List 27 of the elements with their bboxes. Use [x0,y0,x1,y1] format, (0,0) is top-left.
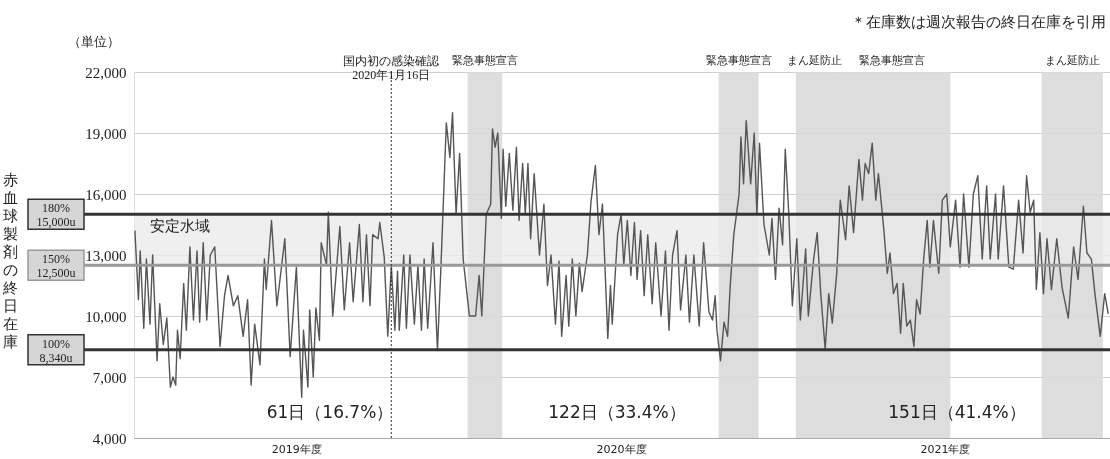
band-label: まん延防止 [1044,54,1100,66]
band-label: 緊急事態宣言 [705,54,772,66]
y-tick-label: 4,000 [92,430,127,447]
ref-line-label: 180% 15,000u [36,201,76,230]
text: 赤血球製剤の終日在庫 [3,171,18,350]
y-tick-label: 22,000 [85,64,127,81]
y-tick-label: 16,000 [85,186,127,203]
y-tick-label: 10,000 [85,308,127,325]
x-tick-label: 2021年度 [920,442,971,456]
ref-line-label: 国内初の感染確認 2020年1月16日 [343,54,440,82]
x-tick-label: 2020年度 [596,442,647,456]
annotation: 61日（16.7%） [266,402,394,422]
y-tick-label: 13,000 [85,247,127,264]
ref-line-label: 100% 8,340u [39,336,73,365]
annotation: 151日（41.4%） [888,402,1026,422]
x-tick-label: 2019年度 [271,442,322,456]
band-label: 緊急事態宣言 [451,54,518,66]
y-tick-label: 19,000 [85,125,127,142]
band-label: 安定水域 [150,218,210,235]
ref-line-label: 150% 12,500u [36,252,76,281]
annotation: 122日（33.4%） [548,402,686,422]
band-label: 緊急事態宣言 [859,54,926,66]
y-tick-label: 7,000 [92,369,127,386]
text: ＊在庫数は週次報告の終日在庫を引用 [851,14,1106,30]
line-series [134,111,1109,399]
band-label: まん延防止 [787,54,843,66]
text: （単位） [68,34,120,49]
